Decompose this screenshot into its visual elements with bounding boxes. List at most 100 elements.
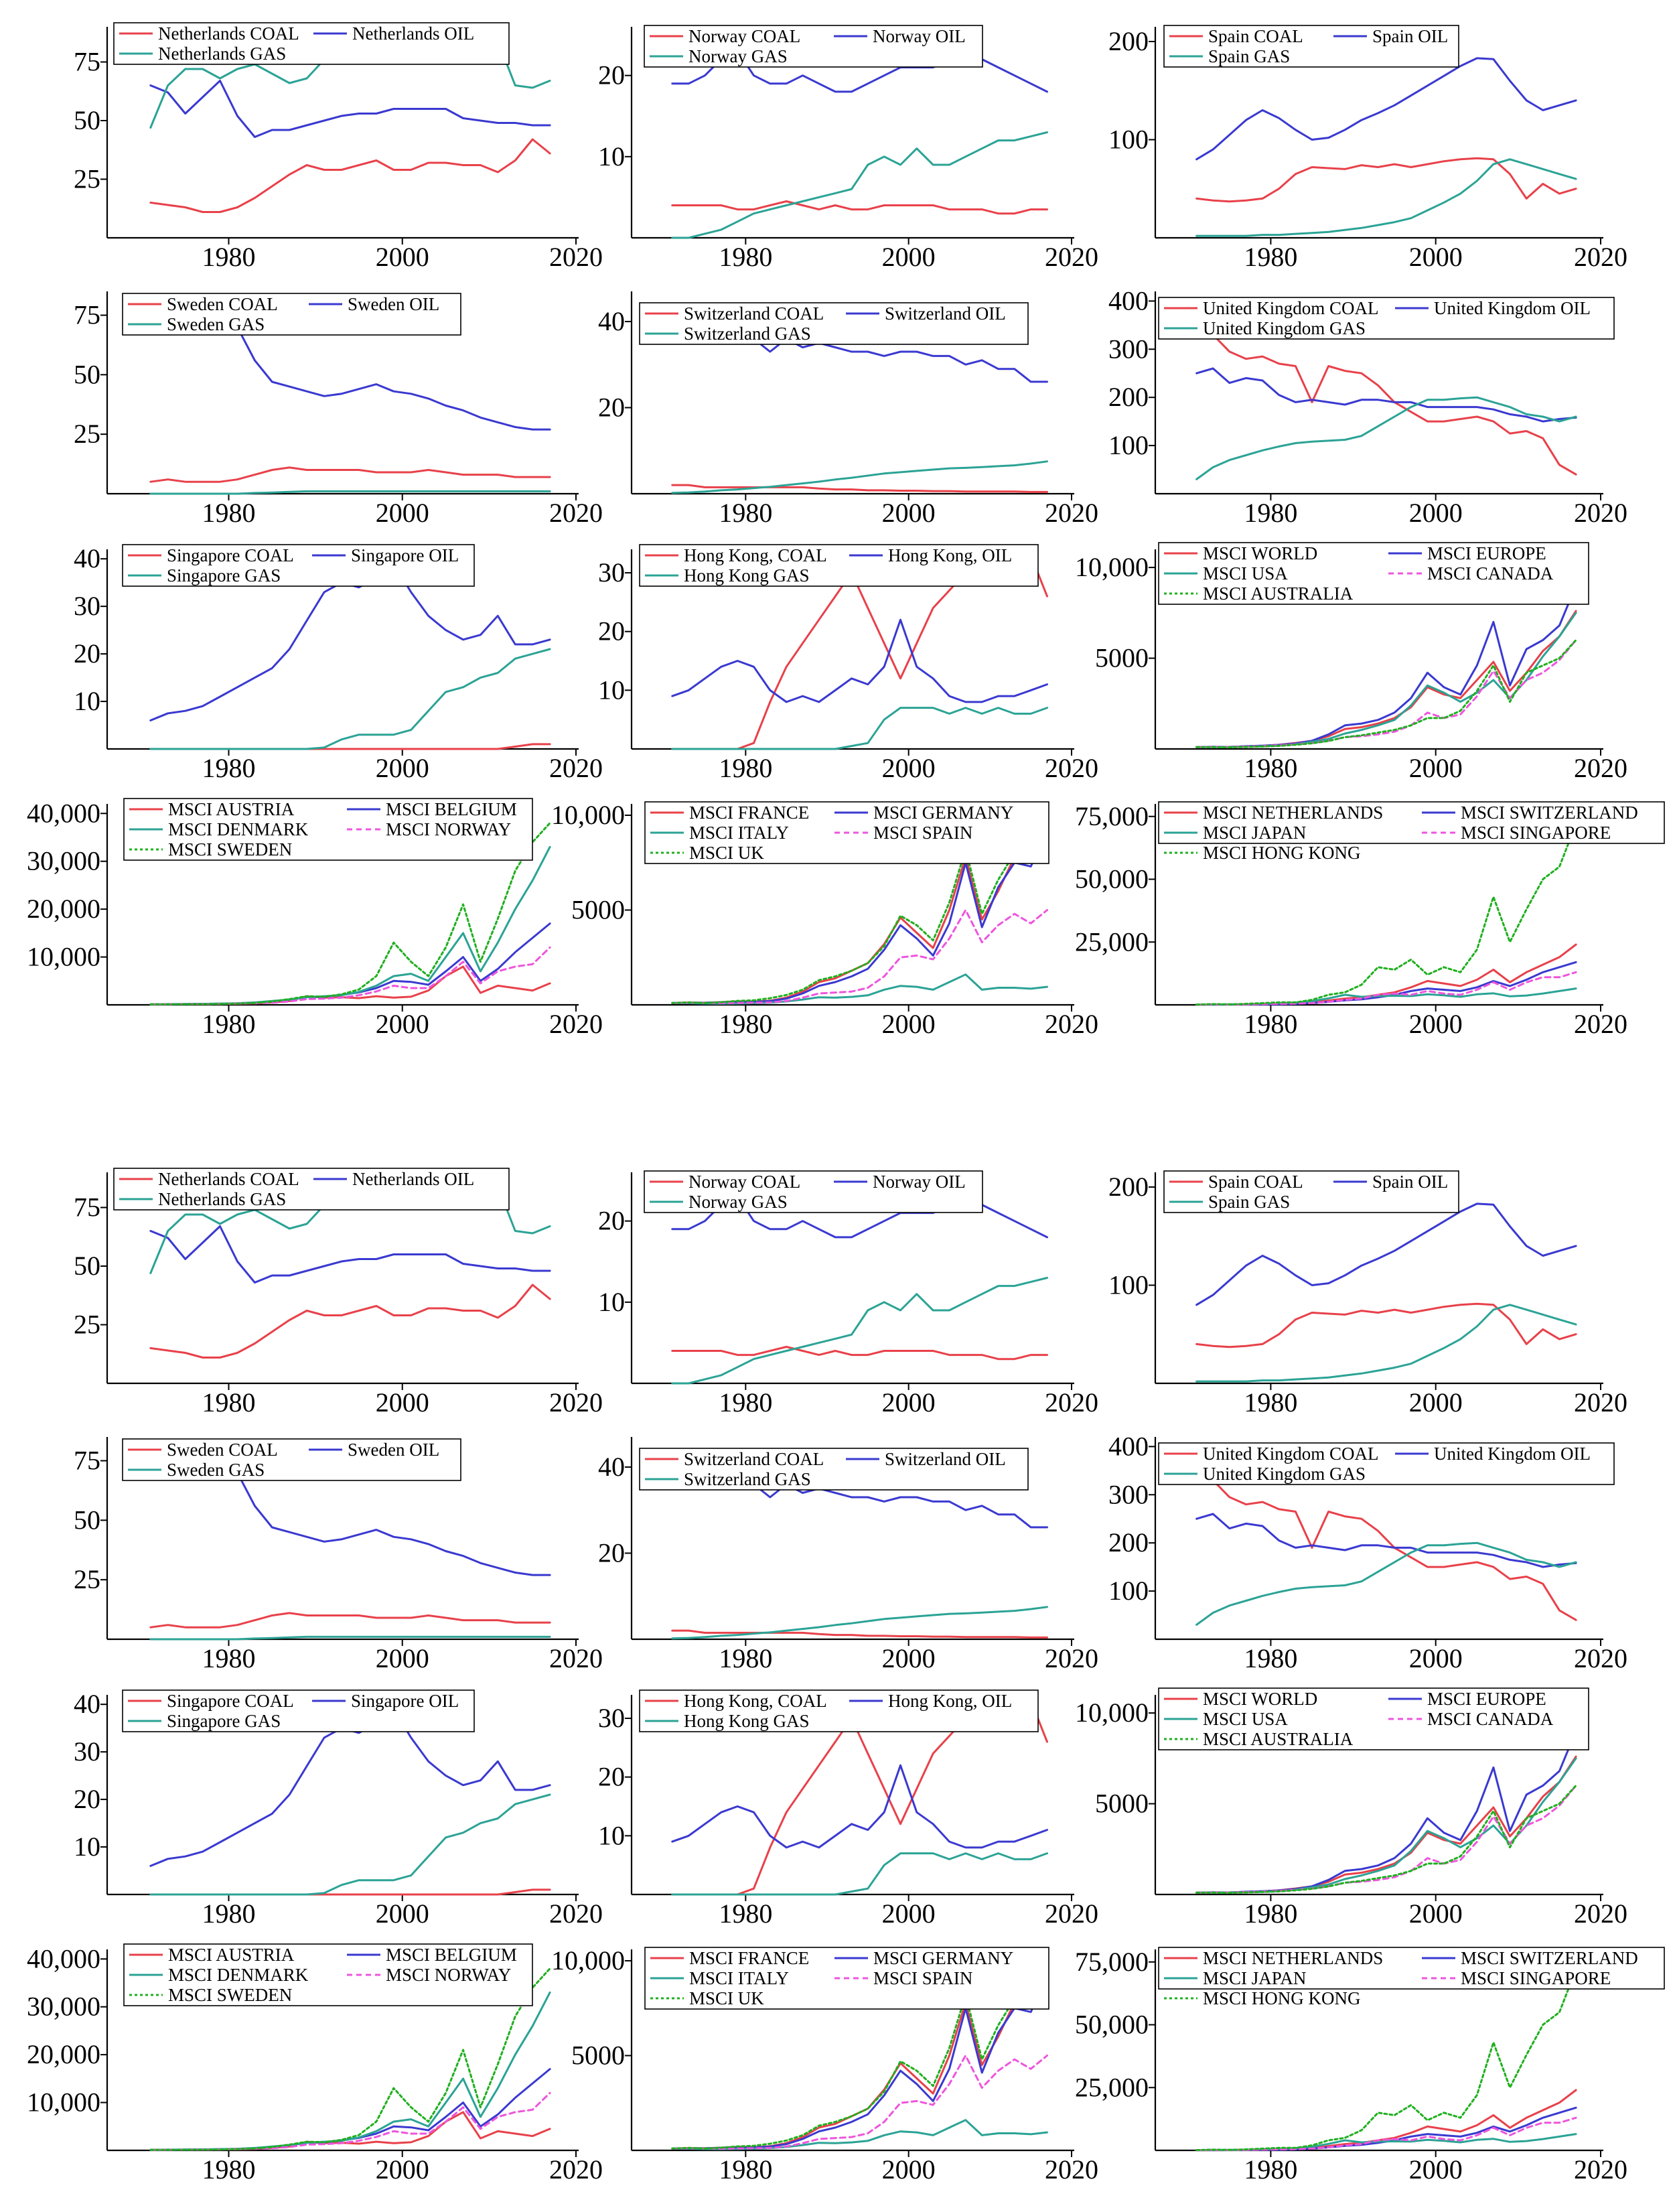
y-tick-label: 100 <box>1108 1576 1149 1606</box>
y-tick-label: 10,000 <box>1075 1698 1149 1728</box>
series-line-switzerland-gas <box>671 460 1048 494</box>
legend-box <box>1158 1687 1589 1750</box>
legend-label: Sweden COAL <box>167 1440 278 1460</box>
series-line-singapore-oil <box>149 562 551 721</box>
legend-label: Netherlands OIL <box>352 23 474 44</box>
legend-label: MSCI HONG KONG <box>1203 843 1361 863</box>
legend: MSCI FRANCE MSCI GERMANY MSCI ITALY MSCI SP… <box>644 801 1049 864</box>
x-tick-label: 1980 <box>1244 1898 1297 1929</box>
legend-box <box>122 1438 461 1481</box>
series-line-msci-austria <box>149 965 551 1006</box>
legend-label: Switzerland GAS <box>684 1469 811 1489</box>
legend-label: United Kingdom COAL <box>1203 298 1379 318</box>
series-line-sweden-coal <box>149 466 551 483</box>
series-line-switzerland-gas <box>671 1606 1048 1640</box>
y-tick-label: 20 <box>598 1537 625 1568</box>
x-tick-label: 2020 <box>1574 242 1627 272</box>
legend-label: Singapore COAL <box>167 545 294 565</box>
legend-label: Sweden OIL <box>348 294 439 314</box>
y-tick-label: 20,000 <box>27 2039 100 2069</box>
chart-panel: 5000 10,000 1980 2000 2020 MSCI WORLD MSCI EUR… <box>1075 1687 1627 1929</box>
series-line-msci-italy <box>671 2119 1048 2150</box>
series-line-norway-coal <box>671 1346 1048 1361</box>
series-line-hong-kong-gas <box>671 707 1048 750</box>
legend-label: Sweden COAL <box>167 294 278 314</box>
legend-label: MSCI NORWAY <box>386 819 511 839</box>
legend-label: MSCI EUROPE <box>1427 543 1546 563</box>
series-line-msci-uk <box>671 827 1048 1004</box>
x-tick-label: 2020 <box>549 1643 603 1673</box>
legend-label: MSCI AUSTRIA <box>168 1945 295 1965</box>
legend-label: Spain OIL <box>1372 1172 1448 1192</box>
legend-label: Norway COAL <box>688 26 800 46</box>
y-tick-label: 75 <box>74 1446 100 1476</box>
legend-label: Spain OIL <box>1372 26 1448 46</box>
legend-label: MSCI UK <box>689 1988 764 2008</box>
legend-label: MSCI BELGIUM <box>386 799 517 819</box>
legend-label: Singapore OIL <box>351 545 459 565</box>
x-tick-label: 2020 <box>1045 1387 1098 1418</box>
series-line-spain-gas <box>1195 158 1577 237</box>
y-tick-label: 100 <box>1108 1269 1149 1300</box>
y-tick-label: 75 <box>74 1192 100 1223</box>
legend: Sweden COAL Sweden OIL Sweden GAS <box>122 293 461 336</box>
x-tick-label: 2000 <box>1409 753 1463 783</box>
series-line-msci-australia <box>1195 1785 1577 1894</box>
y-tick-label: 100 <box>1108 430 1149 460</box>
x-tick-label: 2020 <box>1574 753 1627 783</box>
y-tick-label: 10 <box>598 1287 625 1317</box>
legend-box <box>1158 297 1615 340</box>
series-line-norway-gas <box>671 131 1048 239</box>
legend-label: MSCI ITALY <box>689 1968 789 1988</box>
x-tick-label: 2000 <box>376 2154 429 2185</box>
y-tick-label: 25 <box>74 1564 100 1594</box>
x-tick-label: 2000 <box>1409 242 1463 272</box>
legend-label: Norway COAL <box>688 1172 800 1192</box>
y-tick-label: 20 <box>598 392 625 422</box>
y-tick-label: 10 <box>74 1831 100 1862</box>
x-tick-label: 2020 <box>1045 1898 1098 1929</box>
x-tick-label: 2020 <box>1574 498 1627 528</box>
legend-label: Hong Kong, OIL <box>888 1691 1012 1711</box>
y-tick-label: 25,000 <box>1075 2072 1149 2102</box>
x-tick-label: 2000 <box>1409 1898 1463 1929</box>
legend-label: MSCI DENMARK <box>168 1965 309 1985</box>
chart-panel: 5000 10,000 1980 2000 2020 MSCI FRANCE MSCI GE… <box>551 800 1098 1039</box>
legend: Norway COAL Norway OIL Norway GAS <box>644 25 983 68</box>
y-tick-label: 75 <box>74 47 100 77</box>
x-tick-label: 2000 <box>882 1387 936 1418</box>
series-line-hong-kong-oil <box>671 618 1048 703</box>
x-tick-label: 2020 <box>1574 1898 1627 1929</box>
legend: Netherlands COAL Netherlands OIL Netherlan… <box>113 22 510 65</box>
x-tick-label: 1980 <box>719 2154 772 2185</box>
series-line-norway-coal <box>671 200 1048 215</box>
legend-label: Hong Kong, COAL <box>684 545 827 565</box>
legend-label: MSCI NORWAY <box>386 1965 511 1985</box>
y-tick-label: 5000 <box>571 2040 625 2070</box>
x-tick-label: 1980 <box>202 498 255 528</box>
x-tick-label: 2000 <box>376 1898 429 1929</box>
legend: United Kingdom COAL United Kingdom OIL Uni… <box>1158 297 1615 340</box>
x-tick-label: 1980 <box>202 1387 255 1418</box>
series-line-msci-singapore <box>1195 971 1577 1006</box>
legend: Switzerland COAL Switzerland OIL Switzerla… <box>639 1448 1029 1491</box>
x-tick-label: 2000 <box>1409 1643 1463 1673</box>
legend-label: MSCI USA <box>1203 563 1288 583</box>
y-tick-label: 10,000 <box>27 942 100 972</box>
x-tick-label: 1980 <box>1244 1009 1297 1039</box>
chart-panel: 10,000 20,000 30,000 40,000 1980 2000 2020 MSCI… <box>27 798 603 1039</box>
x-tick-label: 2020 <box>1574 2154 1627 2185</box>
series-line-msci-sweden <box>149 1967 551 2151</box>
legend: United Kingdom COAL United Kingdom OIL Uni… <box>1158 1442 1615 1485</box>
legend-label: Norway OIL <box>873 26 966 46</box>
legend: MSCI NETHERLANDS MSCI SWITZERLAND MSCI JAP… <box>1158 1947 1665 2008</box>
x-tick-label: 2000 <box>882 1009 936 1039</box>
legend-label: MSCI SWEDEN <box>168 839 292 859</box>
x-tick-label: 2020 <box>1045 1643 1098 1673</box>
